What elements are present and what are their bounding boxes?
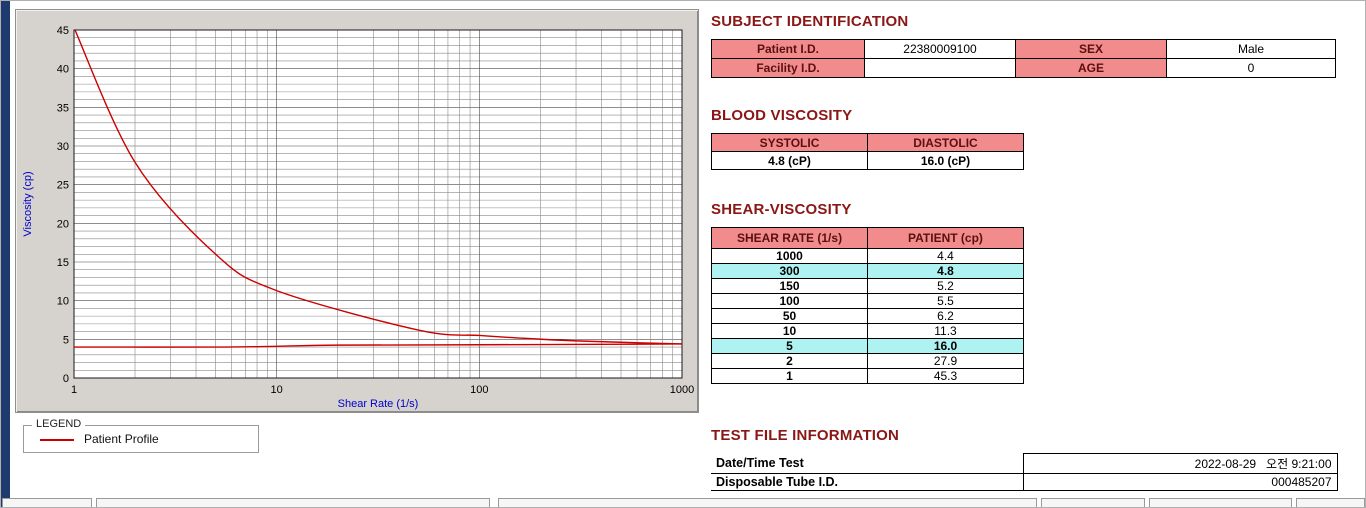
svg-text:1: 1 [71, 384, 77, 396]
shear-rate-value: 10 [711, 323, 868, 339]
test-file-information-table: Date/Time Test 2022-08-29 오전 9:21:00 Dis… [711, 453, 1338, 491]
date-time-test-value: 2022-08-29 오전 9:21:00 [1022, 453, 1338, 474]
shear-rate-value: 150 [711, 278, 868, 294]
test-file-information-title: TEST FILE INFORMATION [711, 427, 900, 444]
diastolic-header: DIASTOLIC [867, 133, 1024, 152]
svg-text:10: 10 [271, 384, 283, 396]
diastolic-value: 16.0 (cP) [867, 151, 1024, 170]
bottom-button[interactable] [2, 498, 92, 507]
viscosity-chart: 0 5 10 15 20 25 30 35 40 45 1 10 100 1000 Viscosity (c… [22, 25, 694, 410]
shear-rate-value: 2 [711, 353, 868, 369]
subject-identification-title: SUBJECT IDENTIFICATION [711, 13, 909, 30]
shear-rate-header: SHEAR RATE (1/s) [711, 227, 868, 249]
shear-rate-value: 1000 [711, 248, 868, 264]
bottom-button[interactable] [1041, 498, 1145, 507]
shear-viscosity-table: SHEAR RATE (1/s) PATIENT (cp) 1000 4.4 3… [711, 227, 1024, 384]
sex-label: SEX [1015, 39, 1167, 59]
patient-id-label: Patient I.D. [711, 39, 865, 59]
table-row: Disposable Tube I.D. 000485207 [711, 473, 1338, 491]
svg-text:25: 25 [57, 180, 69, 192]
legend-box: LEGEND Patient Profile [23, 418, 259, 453]
shear-rate-value: 100 [711, 293, 868, 309]
svg-text:Viscosity (cp): Viscosity (cp) [22, 171, 34, 236]
patient-viscosity-value: 6.2 [867, 308, 1024, 324]
table-row: SHEAR RATE (1/s) PATIENT (cp) [711, 227, 1024, 249]
svg-text:5: 5 [63, 334, 69, 346]
legend-series-label: Patient Profile [84, 432, 159, 446]
facility-id-label: Facility I.D. [711, 58, 865, 78]
bottom-button[interactable] [96, 498, 490, 507]
report-data-column: SUBJECT IDENTIFICATION Patient I.D. 2238… [711, 11, 1341, 501]
svg-text:100: 100 [470, 384, 488, 396]
patient-viscosity-value: 11.3 [867, 323, 1024, 339]
svg-text:1000: 1000 [670, 384, 694, 396]
table-row: 150 5.2 [711, 278, 1024, 294]
patient-viscosity-value: 16.0 [867, 338, 1024, 354]
table-row: 100 5.5 [711, 293, 1024, 309]
svg-text:15: 15 [57, 257, 69, 269]
table-row: 1000 4.4 [711, 248, 1024, 264]
bottom-button[interactable] [498, 498, 1037, 507]
shear-rate-value: 5 [711, 338, 868, 354]
table-row: 5 16.0 [711, 338, 1024, 354]
patient-viscosity-value: 27.9 [867, 353, 1024, 369]
svg-text:40: 40 [57, 64, 69, 76]
subject-identification-table: Patient I.D. 22380009100 SEX Male Facili… [711, 39, 1336, 78]
shear-rate-value: 300 [711, 263, 868, 279]
facility-id-value [864, 58, 1016, 78]
table-row: 2 27.9 [711, 353, 1024, 369]
shear-rate-value: 1 [711, 368, 868, 384]
table-row: 50 6.2 [711, 308, 1024, 324]
blood-viscosity-title: BLOOD VISCOSITY [711, 107, 853, 124]
patient-viscosity-value: 4.4 [867, 248, 1024, 264]
svg-text:45: 45 [57, 25, 69, 37]
bottom-button[interactable] [1296, 498, 1365, 507]
legend-line-sample [40, 439, 74, 441]
table-row: Facility I.D. AGE 0 [711, 58, 1336, 78]
sex-value: Male [1166, 39, 1336, 59]
table-row: 10 11.3 [711, 323, 1024, 339]
bottom-button[interactable] [1149, 498, 1292, 507]
age-label: AGE [1015, 58, 1167, 78]
table-row: 1 45.3 [711, 368, 1024, 384]
legend-title: LEGEND [32, 418, 86, 430]
svg-text:0: 0 [63, 373, 69, 385]
svg-text:35: 35 [57, 102, 69, 114]
patient-cp-header: PATIENT (cp) [867, 227, 1024, 249]
table-row: 300 4.8 [711, 263, 1024, 279]
blood-viscosity-table: SYSTOLIC DIASTOLIC 4.8 (cP) 16.0 (cP) [711, 133, 1024, 170]
systolic-value: 4.8 (cP) [711, 151, 868, 170]
systolic-header: SYSTOLIC [711, 133, 868, 152]
patient-viscosity-value: 45.3 [867, 368, 1024, 384]
svg-text:10: 10 [57, 296, 69, 308]
date-time-test-label: Date/Time Test [711, 453, 1023, 474]
age-value: 0 [1166, 58, 1336, 78]
shear-viscosity-title: SHEAR-VISCOSITY [711, 201, 852, 218]
svg-text:30: 30 [57, 141, 69, 153]
viscosity-chart-panel: 0 5 10 15 20 25 30 35 40 45 1 10 100 1000 Viscosity (c… [15, 9, 699, 413]
patient-id-value: 22380009100 [864, 39, 1016, 59]
patient-viscosity-value: 4.8 [867, 263, 1024, 279]
svg-text:Shear Rate (1/s): Shear Rate (1/s) [338, 398, 419, 410]
disposable-tube-id-value: 000485207 [1022, 473, 1338, 491]
svg-text:20: 20 [57, 218, 69, 230]
table-row: 4.8 (cP) 16.0 (cP) [711, 151, 1024, 170]
shear-rate-value: 50 [711, 308, 868, 324]
table-row: Date/Time Test 2022-08-29 오전 9:21:00 [711, 453, 1338, 474]
left-accent-bar [1, 1, 10, 507]
table-row: Patient I.D. 22380009100 SEX Male [711, 39, 1336, 59]
patient-viscosity-value: 5.2 [867, 278, 1024, 294]
table-row: SYSTOLIC DIASTOLIC [711, 133, 1024, 152]
disposable-tube-id-label: Disposable Tube I.D. [711, 473, 1023, 491]
patient-viscosity-value: 5.5 [867, 293, 1024, 309]
